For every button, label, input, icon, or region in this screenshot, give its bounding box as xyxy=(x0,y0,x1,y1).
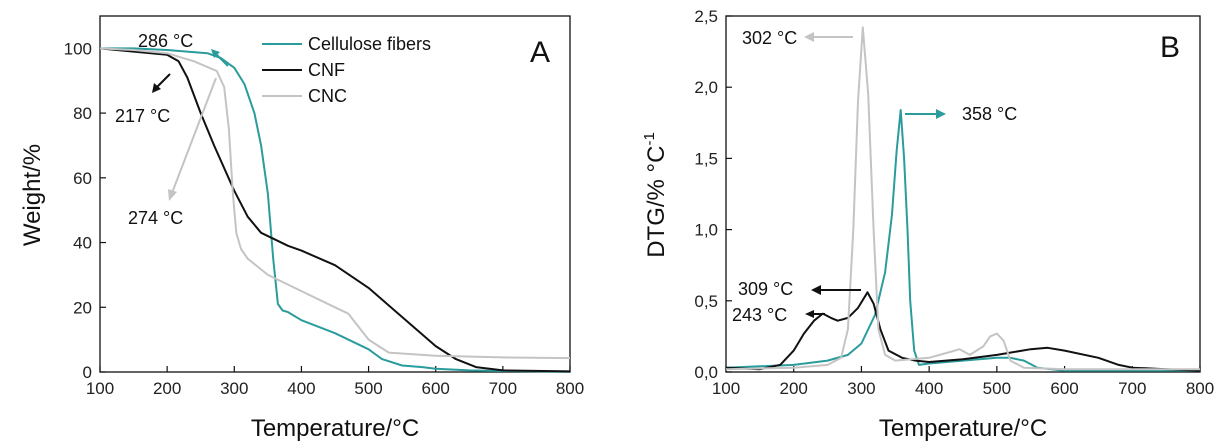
panel-b-y-tick-label: 2,0 xyxy=(694,78,718,97)
panel-a-y-axis-label: Weight/% xyxy=(19,144,46,246)
legend-label-cnf: CNF xyxy=(308,60,345,80)
panel-b-series-cnf xyxy=(725,291,1201,372)
panel-a-x-tick-label: 500 xyxy=(354,379,382,398)
panel-b-series xyxy=(725,26,1201,372)
arrow-a-217 xyxy=(152,73,171,93)
panel-a-series-cnf xyxy=(99,47,571,373)
panel-a-x-tick-label: 300 xyxy=(220,379,248,398)
panel-a: 100 200 300 400 500 600 700 800 0 20 40 60 80 100 Tem… xyxy=(19,15,585,442)
panel-a-x-tick-label: 400 xyxy=(287,379,315,398)
annotation-a-217: 217 °C xyxy=(115,106,170,126)
legend: Cellulose fibers CNF CNC xyxy=(262,34,431,106)
panel-b-y-tick-label: 1,0 xyxy=(694,221,718,240)
legend-label-cnc: CNC xyxy=(308,86,347,106)
arrow-b-358 xyxy=(905,109,946,119)
panel-b-x-tick-label: 400 xyxy=(915,379,943,398)
panel-b-plot-frame xyxy=(725,15,1201,373)
panel-b-x-tick-label: 300 xyxy=(847,379,875,398)
panel-a-plot-frame xyxy=(99,15,571,373)
panel-b: 100 200 300 400 500 600 700 800 0,0 0,5 1,0 1,5 2,0 2… xyxy=(641,7,1214,442)
panel-a-series-cellulose xyxy=(100,47,571,373)
panel-a-ticks: 100 200 300 400 500 600 700 800 0 20 40 60 80 100 xyxy=(64,39,585,398)
panel-b-series-cellulose xyxy=(725,109,1200,372)
panel-b-ticks: 100 200 300 400 500 600 700 800 0,0 0,5 1,0 1,5 2,0 2… xyxy=(694,7,1214,398)
panel-b-letter: B xyxy=(1160,31,1180,64)
arrow-a-274 xyxy=(168,77,217,201)
panel-a-x-tick-label: 700 xyxy=(489,379,517,398)
panel-b-x-tick-label: 800 xyxy=(1186,379,1214,398)
annotation-b-358: 358 °C xyxy=(962,104,1017,124)
panel-a-x-tick-label: 100 xyxy=(86,379,114,398)
panel-b-y-axis-label-group: DTG/% °C-1 xyxy=(641,132,670,258)
panel-b-series-cnc xyxy=(725,26,1200,371)
annotation-a-286: 286 °C xyxy=(138,31,193,51)
panel-a-x-tick-label: 200 xyxy=(153,379,181,398)
panel-b-x-tick-label: 100 xyxy=(712,379,740,398)
panel-a-y-tick-label: 20 xyxy=(73,298,92,317)
arrow-b-243 xyxy=(805,310,825,318)
panel-a-x-tick-label: 800 xyxy=(556,379,584,398)
arrow-a-286 xyxy=(211,49,229,67)
panel-b-x-tick-label: 500 xyxy=(983,379,1011,398)
panel-b-x-axis-label: Temperature/°C xyxy=(879,415,1047,442)
arrow-b-302 xyxy=(804,32,853,42)
annotation-b-309: 309 °C xyxy=(738,279,793,299)
panel-b-y-tick-label: 0,0 xyxy=(694,363,718,382)
panel-b-y-tick-label: 2,5 xyxy=(694,7,718,26)
legend-label-cellulose: Cellulose fibers xyxy=(308,34,431,54)
panel-a-y-tick-label: 60 xyxy=(73,169,92,188)
panel-b-x-tick-label: 200 xyxy=(780,379,808,398)
panel-a-letter: A xyxy=(530,36,550,69)
panel-b-y-tick-label: 1,5 xyxy=(694,149,718,168)
panel-b-x-tick-label: 700 xyxy=(1118,379,1146,398)
annotation-b-302: 302 °C xyxy=(742,28,797,48)
panel-a-x-axis-label: Temperature/°C xyxy=(251,415,419,442)
annotation-a-274: 274 °C xyxy=(128,208,183,228)
panel-a-series-cnc xyxy=(99,47,571,360)
panel-a-y-tick-label: 100 xyxy=(64,39,92,58)
panel-b-y-axis-label-sup: -1 xyxy=(641,132,658,145)
panel-b-y-axis-label: DTG/% °C-1 xyxy=(641,132,670,258)
panel-a-y-tick-label: 80 xyxy=(73,104,92,123)
panel-a-x-tick-label: 600 xyxy=(422,379,450,398)
panel-b-y-tick-label: 0,5 xyxy=(694,292,718,311)
panel-a-y-tick-label: 40 xyxy=(73,234,92,253)
panel-b-x-tick-label: 600 xyxy=(1050,379,1078,398)
annotation-b-243: 243 °C xyxy=(732,305,787,325)
panel-a-y-tick-label: 0 xyxy=(83,363,92,382)
panel-a-series xyxy=(99,47,571,373)
arrow-b-309 xyxy=(811,285,861,295)
